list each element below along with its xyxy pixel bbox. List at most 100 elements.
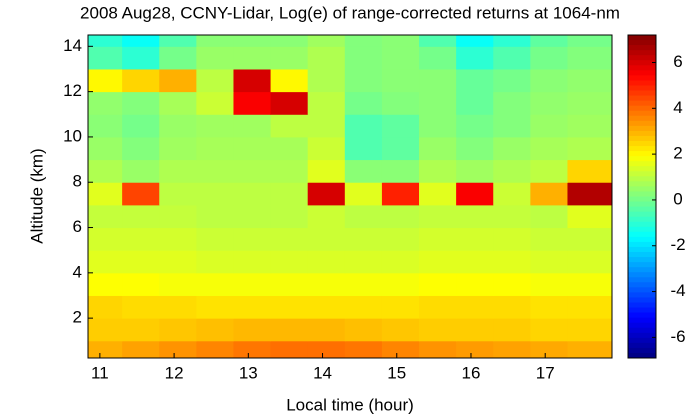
x-tick-label: 16	[462, 363, 481, 382]
y-tick-label: 14	[63, 36, 82, 55]
heat-cell	[159, 114, 197, 138]
colorbar-swatch	[628, 80, 656, 86]
heat-cell	[122, 340, 160, 359]
heat-cell	[159, 295, 197, 319]
colorbar-swatch	[628, 171, 656, 177]
heat-cell	[419, 114, 457, 138]
heat-cell	[196, 114, 234, 138]
colorbar-swatch	[628, 216, 656, 223]
heat-cell	[270, 68, 309, 93]
heat-cell	[88, 227, 123, 251]
colorbar-frame	[627, 34, 657, 359]
heat-cell	[419, 272, 457, 296]
heat-cell	[88, 204, 123, 229]
x-tick-label: 17	[536, 363, 555, 382]
heat-cell	[419, 35, 457, 47]
heat-cell	[419, 204, 457, 229]
heat-cell	[530, 272, 568, 296]
heat-cell	[530, 295, 568, 319]
heat-cell	[381, 227, 420, 251]
heat-cell	[233, 318, 272, 342]
heat-cell	[233, 227, 272, 251]
colorbar-swatch	[628, 312, 656, 319]
heat-cell	[530, 204, 568, 229]
heat-cell	[122, 272, 160, 296]
heat-cell	[456, 136, 494, 161]
heat-cell	[270, 159, 309, 183]
heat-cell	[270, 318, 309, 342]
colorbar-swatch	[628, 297, 656, 303]
heat-cell	[307, 68, 346, 93]
colorbar-swatch	[628, 181, 656, 187]
heat-cell	[159, 227, 197, 251]
colorbar-swatch	[628, 166, 656, 172]
colorbar-swatch	[628, 277, 656, 283]
heat-cell	[381, 318, 420, 342]
heat-cell	[381, 204, 420, 229]
heat-cell	[419, 159, 457, 183]
heat-cell	[419, 227, 457, 251]
heat-cell	[493, 295, 531, 319]
heat-cell	[122, 250, 160, 274]
heat-cell	[196, 35, 234, 47]
heat-cell	[456, 204, 494, 229]
heat-cell	[122, 68, 160, 93]
heat-cell	[530, 35, 568, 47]
colorbar-swatch	[628, 352, 656, 359]
heat-cell	[381, 68, 420, 93]
heat-cell	[530, 114, 568, 138]
heat-cell	[122, 182, 160, 206]
heat-cell	[88, 272, 123, 296]
heat-cell	[307, 159, 346, 183]
colorbar-swatch	[628, 221, 656, 228]
heat-cell	[493, 114, 531, 138]
colorbar-swatch	[628, 267, 656, 273]
heat-cell	[493, 68, 531, 93]
heat-cell	[456, 340, 494, 359]
heat-cell	[567, 159, 613, 183]
heat-cell	[196, 272, 234, 296]
heat-cell	[381, 114, 420, 138]
heat-cell	[493, 250, 531, 274]
heat-cell	[493, 159, 531, 183]
heat-cell	[567, 272, 613, 296]
heat-cell	[530, 159, 568, 183]
heat-cell	[456, 227, 494, 251]
heat-cell	[567, 295, 613, 319]
colorbar-swatch	[628, 135, 656, 142]
heat-cell	[233, 159, 272, 183]
heat-cell	[196, 91, 234, 115]
heat-cell	[196, 318, 234, 342]
heat-cell	[307, 318, 346, 342]
heat-cell	[344, 182, 383, 206]
heat-cell	[233, 46, 272, 70]
heat-cell	[419, 295, 457, 319]
heat-cell	[270, 35, 309, 47]
colorbar-swatch	[628, 105, 656, 112]
colorbar-swatch	[628, 317, 656, 324]
heat-cell	[233, 295, 272, 319]
heat-cell	[122, 91, 160, 115]
heat-cell	[493, 318, 531, 342]
heat-cell	[567, 46, 613, 70]
colorbar-swatch	[628, 342, 656, 349]
heat-cell	[381, 295, 420, 319]
heat-cell	[381, 136, 420, 161]
colorbar-swatch	[628, 191, 656, 197]
heat-cell	[159, 159, 197, 183]
heat-cell	[233, 272, 272, 296]
heat-cell	[456, 159, 494, 183]
heat-cell	[381, 91, 420, 115]
heat-cell	[88, 340, 123, 359]
colorbar-swatch	[628, 95, 656, 102]
heat-cell	[88, 91, 123, 115]
colorbar-swatch	[628, 125, 656, 132]
colorbar-swatch	[628, 176, 656, 182]
colorbar-tick-label: 6	[673, 52, 682, 71]
y-tick-label: 2	[73, 308, 82, 327]
heat-cell	[159, 204, 197, 229]
heat-cell	[530, 68, 568, 93]
heat-cell	[381, 35, 420, 47]
heat-cell	[456, 250, 494, 274]
